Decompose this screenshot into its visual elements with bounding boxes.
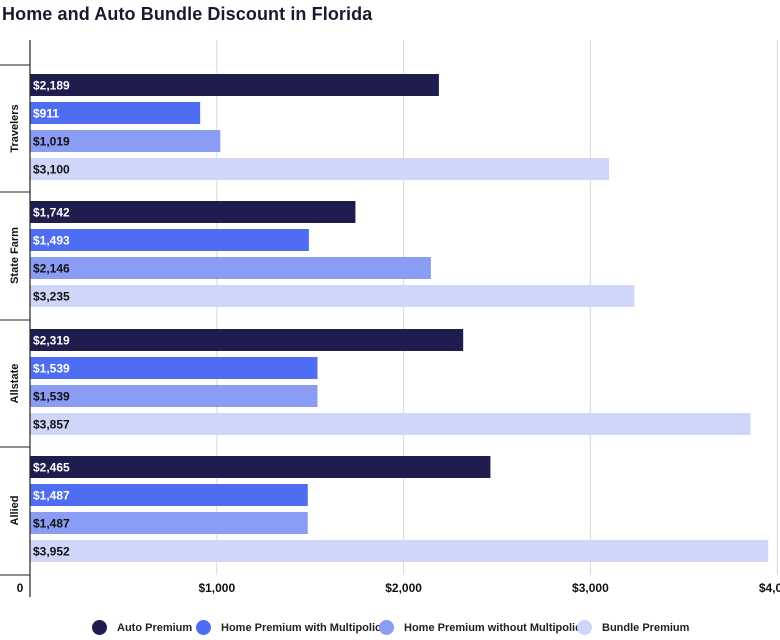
chart-title: Home and Auto Bundle Discount in Florida xyxy=(2,4,373,24)
category-label: Travelers xyxy=(9,104,21,152)
bar xyxy=(30,385,318,407)
bar xyxy=(30,329,464,351)
bar xyxy=(30,456,491,478)
data-label: $1,742 xyxy=(33,206,70,220)
legend-item-auto-premium: Auto Premium xyxy=(92,620,192,635)
data-label: $3,235 xyxy=(33,290,70,304)
category-label: Allstate xyxy=(9,364,21,404)
legend: Auto Premium Home Premium with Multipoli… xyxy=(0,620,780,640)
data-label: $2,146 xyxy=(33,262,70,276)
data-label: $3,100 xyxy=(33,163,70,177)
data-label: $2,465 xyxy=(33,461,70,475)
legend-label: Home Premium with Multipolicy xyxy=(221,621,388,634)
legend-item-bundle-premium: Bundle Premium xyxy=(577,620,689,635)
legend-label: Bundle Premium xyxy=(602,621,690,634)
bar xyxy=(30,74,439,96)
legend-swatch xyxy=(92,620,107,635)
data-label: $1,487 xyxy=(33,517,70,531)
x-tick-label: $1,000 xyxy=(198,581,235,595)
bar xyxy=(30,201,356,223)
data-label: $1,487 xyxy=(33,489,70,503)
bar xyxy=(30,229,309,251)
bar xyxy=(30,285,635,307)
bar xyxy=(30,540,769,562)
x-tick-label: $4,000 xyxy=(759,581,780,595)
data-label: $2,189 xyxy=(33,79,70,93)
data-label: $3,857 xyxy=(33,418,70,432)
category-label: State Farm xyxy=(9,227,21,284)
bar xyxy=(30,484,308,506)
data-label: $2,319 xyxy=(33,334,70,348)
x-tick-label: $3,000 xyxy=(572,581,609,595)
bar xyxy=(30,257,431,279)
data-label: $1,493 xyxy=(33,234,70,248)
bar xyxy=(30,102,201,124)
legend-swatch xyxy=(379,620,394,635)
legend-swatch xyxy=(577,620,592,635)
bar xyxy=(30,158,610,180)
data-label: $1,539 xyxy=(33,390,70,404)
legend-label: Auto Premium xyxy=(117,621,193,634)
legend-item-home-with-multipolicy: Home Premium with Multipolicy xyxy=(196,620,387,635)
bar xyxy=(30,413,751,435)
bar xyxy=(30,130,221,152)
legend-swatch xyxy=(196,620,211,635)
x-tick-label: 0 xyxy=(17,581,24,595)
x-tick-label: $2,000 xyxy=(385,581,422,595)
category-label: Allied xyxy=(9,496,21,526)
bar xyxy=(30,512,308,534)
data-label: $1,539 xyxy=(33,362,70,376)
data-label: $911 xyxy=(33,107,59,121)
data-label: $1,019 xyxy=(33,135,70,149)
legend-label: Home Premium without Multipolicy xyxy=(404,621,588,634)
bar xyxy=(30,357,318,379)
data-label: $3,952 xyxy=(33,545,70,559)
legend-item-home-without-multipolicy: Home Premium without Multipolicy xyxy=(379,620,587,635)
